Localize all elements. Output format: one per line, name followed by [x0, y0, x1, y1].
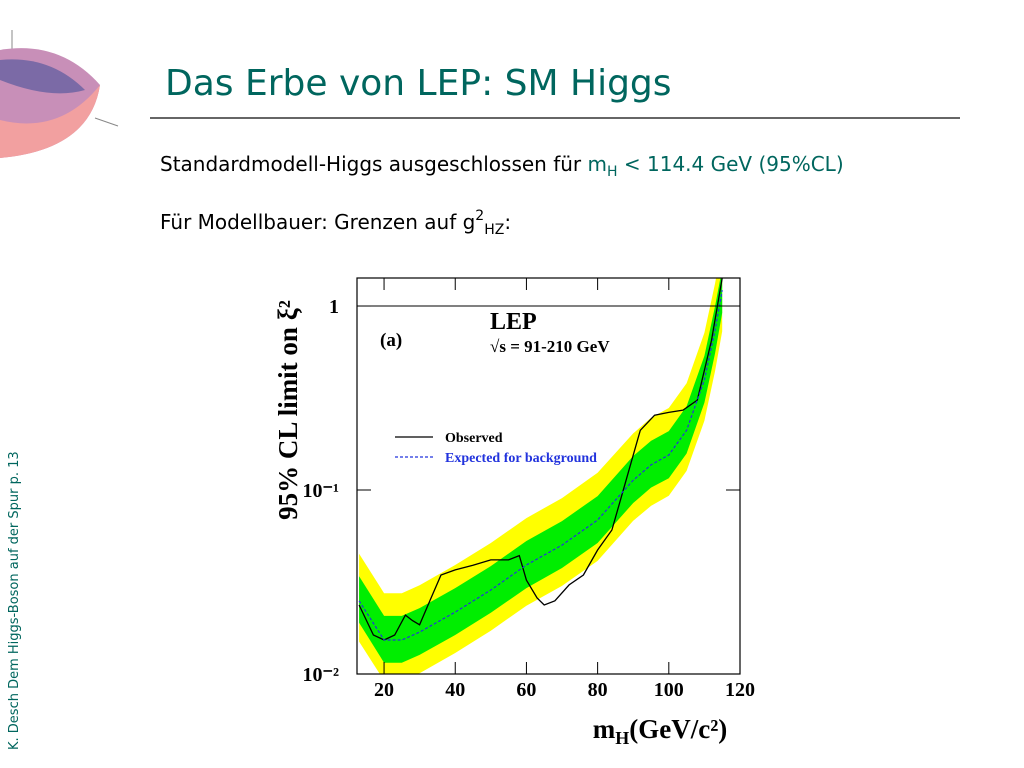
text: Standardmodell-Higgs ausgeschlossen für [160, 152, 588, 176]
legend-label: Observed [445, 431, 503, 446]
x-tick-label: 60 [516, 679, 536, 701]
x-tick-label: 80 [588, 679, 608, 701]
energy: √s = 91-210 GeV [490, 337, 610, 356]
subscript: H [607, 164, 618, 180]
plot-area [358, 278, 723, 674]
text: < 114.4 GeV (95%CL) [618, 152, 844, 176]
text-line-1: Standardmodell-Higgs ausgeschlossen für … [160, 152, 844, 180]
text: Für Modellbauer: Grenzen auf g [160, 210, 475, 234]
chart: 20 40 60 80 100 120 10⁻² 10⁻¹ 1 95% CL limit on ξ… [273, 277, 755, 748]
x-axis-title-part: (GeV/c²) [629, 714, 727, 744]
logo [0, 30, 119, 158]
legend-label: Expected for background [445, 451, 597, 466]
subscript: HZ [484, 222, 504, 238]
panel-label: (a) [380, 330, 402, 351]
text-line-2: Für Modellbauer: Grenzen auf g2HZ: [160, 208, 511, 238]
x-tick-label: 100 [654, 679, 684, 701]
x-tick-label: 20 [374, 679, 394, 701]
x-axis-title-part: H [615, 728, 629, 748]
text: : [504, 210, 511, 234]
series-line [358, 289, 723, 641]
experiment: LEP [490, 309, 537, 335]
band [359, 278, 723, 663]
frame [356, 277, 741, 675]
superscript: 2 [475, 208, 484, 224]
footer: K. Desch Dem Higgs-Boson auf der Spur p.… [7, 451, 22, 750]
x-axis-title-part: m [593, 714, 616, 744]
band [359, 278, 723, 674]
y-axis-title: 95% CL limit on ξ² [273, 300, 303, 520]
x-tick-label: 40 [445, 679, 465, 701]
y-tick-label: 10⁻¹ [302, 480, 339, 502]
series-line [358, 278, 723, 641]
x-axis-title: mH(GeV/c²) [593, 714, 728, 748]
y-tick-label: 1 [329, 296, 339, 318]
symbol: m [588, 152, 607, 176]
y-tick-label: 10⁻² [302, 664, 339, 686]
x-tick-label: 120 [725, 679, 755, 701]
slide-title: Das Erbe von LEP: SM Higgs [165, 63, 672, 104]
